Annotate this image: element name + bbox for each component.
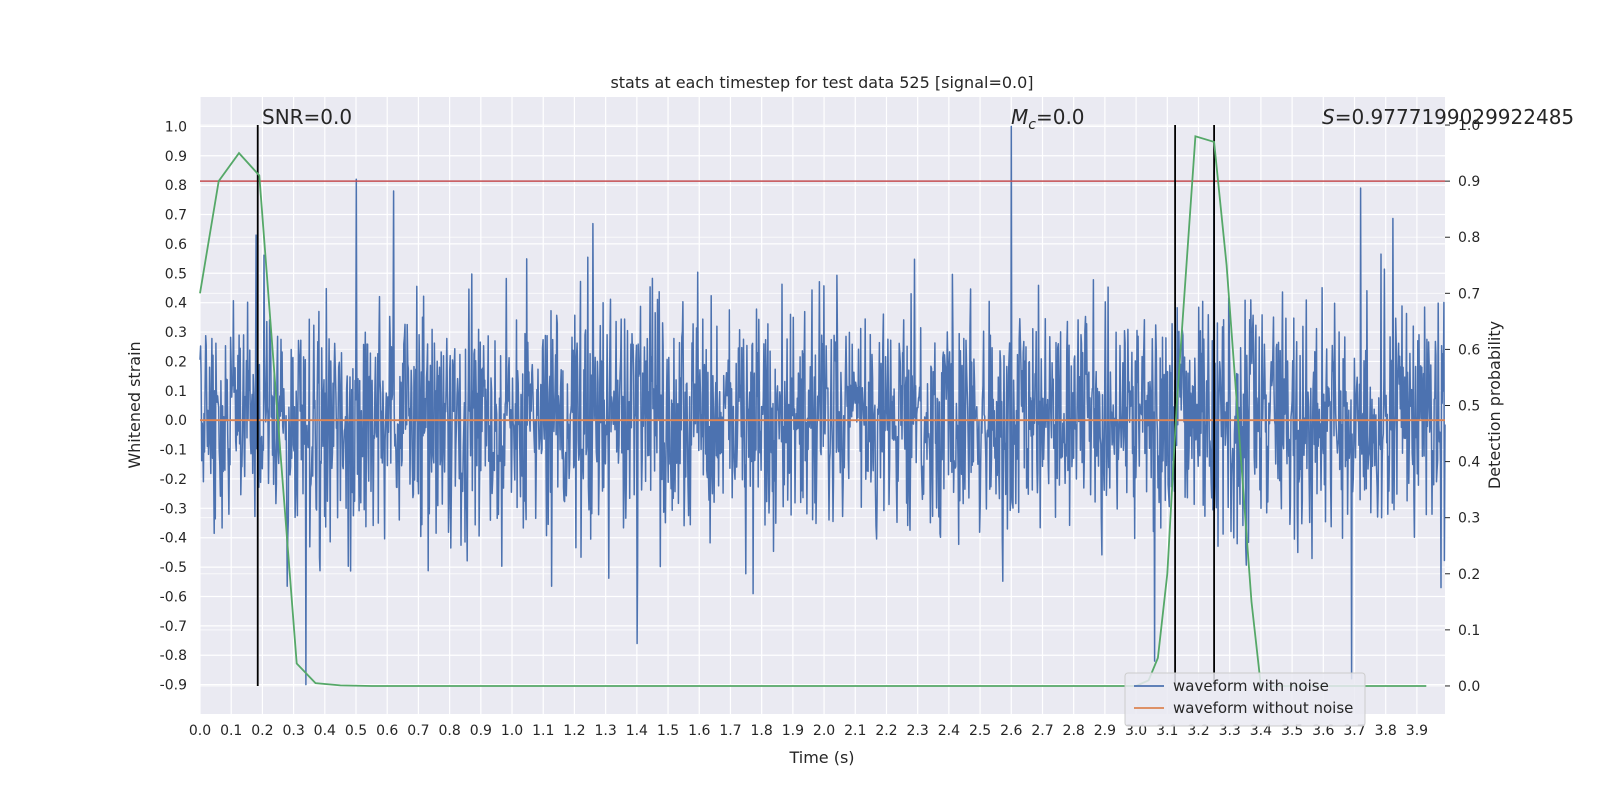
- y-tick-label: -0.6: [160, 589, 187, 605]
- x-tick-label: 1.0: [501, 723, 523, 739]
- x-tick-label: 2.7: [1031, 723, 1053, 739]
- x-tick-label: 1.1: [532, 723, 554, 739]
- y2-tick-label: 0.1: [1458, 623, 1480, 639]
- y2-axis-label: Detection probability: [1485, 321, 1504, 489]
- y-tick-label: -0.8: [160, 648, 187, 664]
- x-tick-label: 3.6: [1312, 723, 1334, 739]
- y-tick-label: -0.5: [160, 560, 187, 576]
- x-tick-label: 1.4: [626, 723, 648, 739]
- y2-tick-label: 0.0: [1458, 679, 1480, 695]
- x-tick-label: 2.3: [907, 723, 929, 739]
- y-tick-label: 0.6: [165, 237, 187, 253]
- x-tick-label: 2.2: [875, 723, 897, 739]
- y-tick-label: -0.4: [160, 531, 187, 547]
- y-tick-label: 0.8: [165, 178, 187, 194]
- mc-subscript: c: [1028, 117, 1036, 133]
- x-tick-label: 1.7: [719, 723, 741, 739]
- x-tick-label: 2.6: [1000, 723, 1022, 739]
- x-tick-label: 3.9: [1406, 723, 1428, 739]
- x-tick-label: 3.3: [1219, 723, 1241, 739]
- vertical-markers: [256, 125, 1215, 686]
- x-tick-label: 2.1: [844, 723, 866, 739]
- x-tick-label: 0.2: [251, 723, 273, 739]
- x-tick-label: 1.9: [782, 723, 804, 739]
- s-annotation: S=0.9777199029922485: [1322, 105, 1574, 129]
- y-tick-label: 0.1: [165, 384, 187, 400]
- y2-tick-label: 1.0: [1458, 118, 1480, 134]
- waveform-with-noise-series: [199, 125, 1446, 686]
- mc-value: =0.0: [1036, 105, 1085, 129]
- y2-tick-label: 0.6: [1458, 342, 1480, 358]
- x-tick-label: 3.7: [1343, 723, 1365, 739]
- x-tick-label: 3.0: [1125, 723, 1147, 739]
- y2-tick-label: 0.4: [1458, 455, 1480, 471]
- y-tick-label: -0.3: [160, 501, 187, 517]
- x-tick-label: 0.9: [470, 723, 492, 739]
- x-tick-label: 3.8: [1375, 723, 1397, 739]
- y-tick-label: 0.5: [165, 266, 187, 282]
- x-tick-label: 1.8: [751, 723, 773, 739]
- x-tick-label: 1.3: [595, 723, 617, 739]
- snr-annotation: SNR=0.0: [262, 105, 352, 129]
- y2-axis-ticks: 1.0 0.9 0.8 0.7 0.6 0.5 0.4 0.3 0.2 0.1 0.0: [1445, 118, 1480, 695]
- x-tick-label: 0.4: [314, 723, 336, 739]
- x-tick-label: 2.8: [1063, 723, 1085, 739]
- y-tick-label: 0.7: [165, 208, 187, 224]
- y-tick-label: 0.4: [165, 296, 187, 312]
- noise-trace: [199, 125, 1446, 686]
- legend-box: [1124, 672, 1366, 727]
- chart-title: stats at each timestep for test data 525…: [610, 73, 1033, 92]
- s-symbol: S: [1322, 105, 1335, 129]
- y-tick-label: -0.1: [160, 443, 187, 459]
- x-tick-label: 3.4: [1250, 723, 1272, 739]
- legend-label-clean: waveform without noise: [1173, 699, 1353, 717]
- y2-tick-label: 0.5: [1458, 399, 1480, 415]
- x-tick-label: 1.6: [688, 723, 710, 739]
- x-tick-label: 0.5: [345, 723, 367, 739]
- y-axis-label: Whitened strain: [125, 341, 144, 468]
- y2-tick-label: 0.8: [1458, 230, 1480, 246]
- y-tick-label: -0.7: [160, 619, 187, 635]
- x-tick-label: 0.0: [189, 723, 211, 739]
- s-value: =0.9777199029922485: [1335, 105, 1574, 129]
- y-tick-label: 0.3: [165, 325, 187, 341]
- x-tick-label: 1.2: [563, 723, 585, 739]
- mc-symbol: M: [1011, 105, 1028, 129]
- y2-tick-label: 0.7: [1458, 286, 1480, 302]
- y-tick-label: 0.0: [165, 413, 187, 429]
- y2-tick-label: 0.3: [1458, 511, 1480, 527]
- x-tick-label: 3.5: [1281, 723, 1303, 739]
- x-tick-label: 2.4: [938, 723, 960, 739]
- x-tick-label: 1.5: [657, 723, 679, 739]
- x-tick-label: 2.5: [969, 723, 991, 739]
- y2-tick-label: 0.9: [1458, 174, 1480, 190]
- x-tick-label: 2.9: [1094, 723, 1116, 739]
- x-tick-label: 3.2: [1187, 723, 1209, 739]
- x-tick-label: 0.6: [376, 723, 398, 739]
- y2-tick-label: 0.2: [1458, 567, 1480, 583]
- x-tick-label: 0.3: [282, 723, 304, 739]
- y-tick-label: 0.2: [165, 354, 187, 370]
- x-axis-ticks: 0.0 0.1 0.2 0.3 0.4 0.5 0.6 0.7 0.8 0.9 1.0 1.1 1.2 1…: [189, 723, 1428, 739]
- y-tick-label: 0.9: [165, 149, 187, 165]
- y-tick-label: -0.2: [160, 472, 187, 488]
- y-tick-label: -0.9: [160, 678, 187, 694]
- x-tick-label: 0.8: [438, 723, 460, 739]
- x-axis-label: Time (s): [788, 748, 854, 767]
- x-tick-label: 0.7: [407, 723, 429, 739]
- mc-annotation: Mc=0.0: [1011, 105, 1085, 133]
- x-tick-label: 2.0: [813, 723, 835, 739]
- legend: waveform with noise waveform without noi…: [1124, 672, 1366, 727]
- x-tick-label: 3.1: [1156, 723, 1178, 739]
- y-axis-ticks: 1.0 0.9 0.8 0.7 0.6 0.5 0.4 0.3 0.2 0.1 0.0 -0.1 -0.…: [160, 119, 187, 693]
- y-tick-label: 1.0: [165, 119, 187, 135]
- x-tick-label: 0.1: [220, 723, 242, 739]
- legend-label-noise: waveform with noise: [1173, 677, 1329, 695]
